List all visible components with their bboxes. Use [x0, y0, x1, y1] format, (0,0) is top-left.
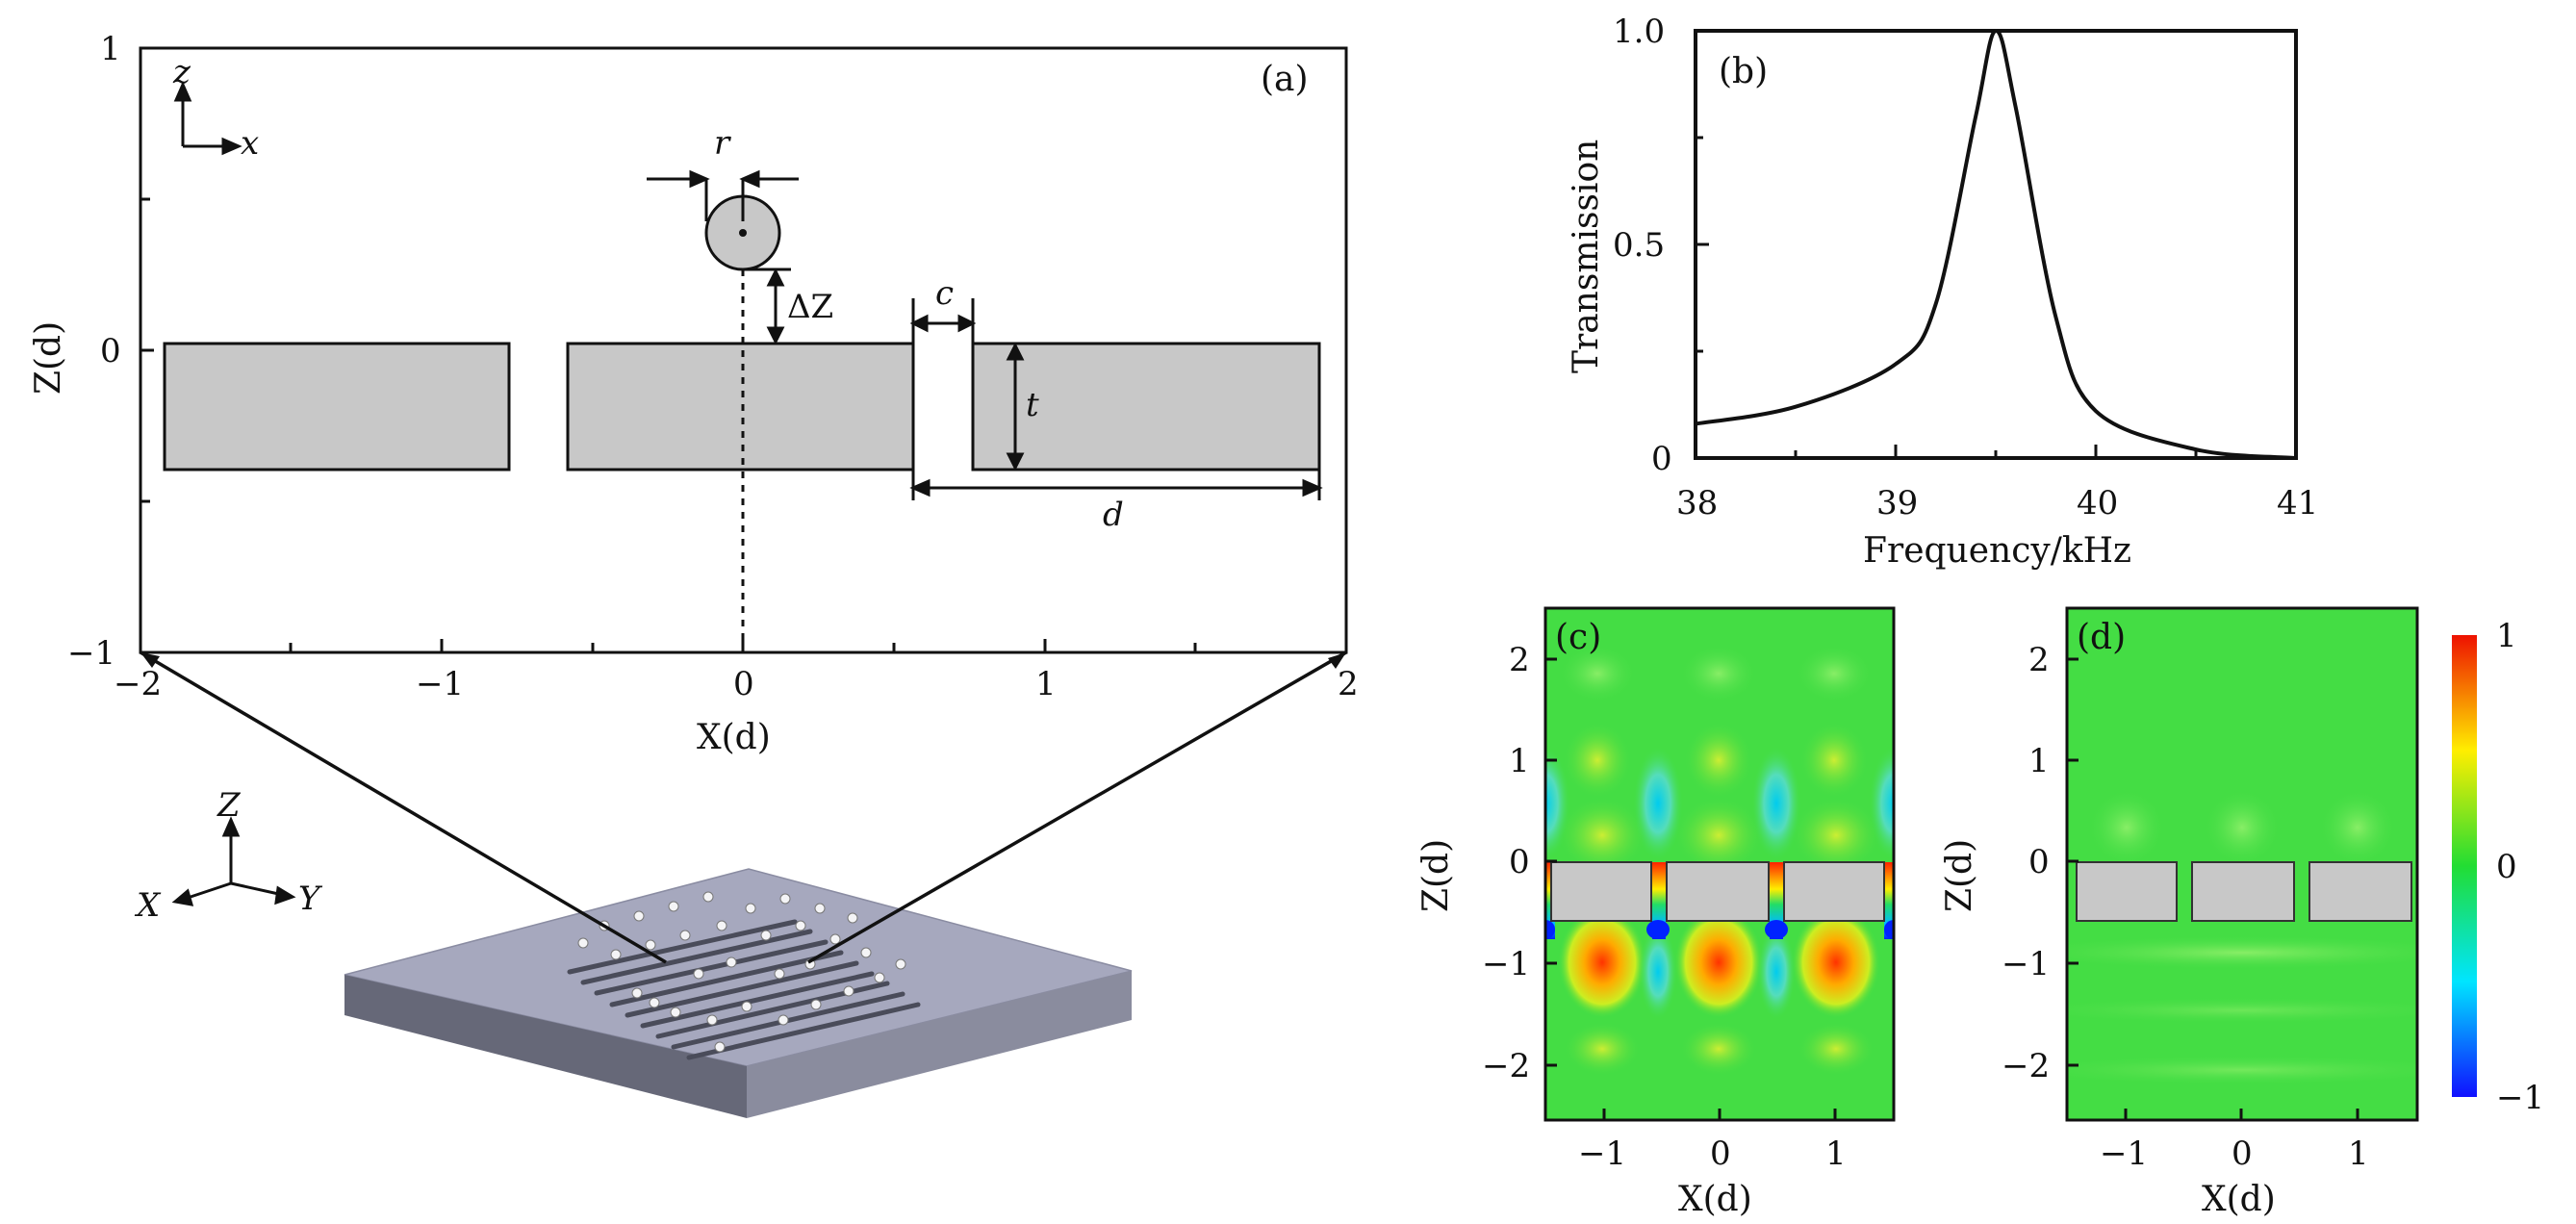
colorbar-min-label: −1 [2496, 1079, 2544, 1117]
panel-d: (d) 2 1 0 −1 −2 −1 0 1 X(d) Z(d) [1940, 606, 2419, 1219]
colorbar: 1 0 −1 [2452, 617, 2544, 1117]
panel-b-ytick-05: 0.5 [1613, 226, 1665, 265]
panel-b-frame [1694, 29, 2298, 460]
panel-c-xlabel: X(d) [1678, 1180, 1752, 1219]
slot-array [567, 919, 921, 1060]
colorbar-gradient [2452, 635, 2477, 1097]
panel-c-ylabel: Z(d) [1416, 839, 1456, 912]
panel-d-xtick-minus1: −1 [2100, 1135, 2148, 1173]
panel-b-x-ticks [1694, 445, 2298, 458]
panel-a: (a) 1 0 −1 −2 −1 0 1 2 X(d) Z(d) [29, 30, 1359, 757]
panel-c-ytick-1: 1 [1509, 742, 1530, 780]
panel-d-ytick-1: 1 [2028, 742, 2050, 780]
zoom-lines [140, 650, 1347, 964]
panel-c-tag: (c) [1555, 618, 1601, 657]
panel-a-x-ticks [139, 639, 1197, 652]
slab-front-right [747, 971, 1132, 1118]
panel-d-field [2067, 608, 2417, 1120]
panel-a-y-ticks [140, 46, 154, 654]
panel-b-ylabel: Transmission [1567, 140, 1606, 373]
panel-b-xtick-39: 39 [1876, 484, 1918, 523]
panel-c-plate-1 [1550, 861, 1652, 922]
panel-a-xtick-2: 2 [1338, 665, 1359, 703]
panel-a-tag: (a) [1261, 60, 1309, 99]
panel-d-ticks [2067, 657, 2359, 1120]
perspective-axis-Y: Y [298, 880, 323, 918]
panel-b-ytick-0: 0 [1651, 440, 1672, 478]
dim-c-marker [909, 298, 977, 344]
perspective-axis-Z: Z [217, 786, 242, 825]
panel-a-xlabel: X(d) [697, 718, 771, 757]
local-axis-z-label: z [172, 53, 191, 91]
plate-right [971, 342, 1321, 472]
panel-c-xtick-minus1: −1 [1578, 1135, 1626, 1173]
local-axis-indicator [173, 81, 242, 156]
panel-c-xtick-0: 0 [1710, 1135, 1731, 1173]
panel-c-ytick-minus2: −2 [1482, 1047, 1530, 1085]
slab-front-left [344, 975, 747, 1118]
zoom-arrow-right [1328, 652, 1346, 669]
panel-c-ytick-2: 2 [1509, 641, 1530, 679]
panel-c-plate-3 [1783, 861, 1885, 922]
panel-a-xtick-minus2: −2 [114, 665, 162, 703]
panel-a-xtick-1: 1 [1035, 665, 1057, 703]
panel-d-xlabel: X(d) [2202, 1180, 2276, 1219]
panel-a-ytick-1: 1 [100, 30, 121, 68]
panel-d-xtick-1: 1 [2348, 1135, 2369, 1173]
panel-c-xtick-1: 1 [1825, 1135, 1847, 1173]
plate-middle [566, 342, 915, 472]
dim-r-marker [647, 169, 799, 221]
dim-c-label: c [935, 274, 954, 313]
dim-d-marker [909, 470, 1323, 500]
panel-d-ytick-0: 0 [2028, 843, 2050, 881]
panel-d-ytick-minus2: −2 [2002, 1047, 2050, 1085]
local-axis-x-label: x [241, 124, 259, 163]
panel-d-xtick-0: 0 [2232, 1135, 2253, 1173]
rod-center [739, 229, 747, 237]
panel-a-xtick-minus1: −1 [416, 665, 464, 703]
colorbar-max-label: 1 [2496, 617, 2517, 655]
perspective-axes [171, 816, 296, 906]
perspective-axis-X: X [134, 886, 162, 925]
panel-a-ylabel: Z(d) [29, 321, 68, 395]
panel-a-xtick-0: 0 [733, 665, 754, 703]
panel-c-plate-2 [1666, 861, 1770, 922]
plate-left [163, 342, 511, 472]
panel-d-plate-3 [2308, 861, 2412, 922]
dim-dz-marker [743, 268, 791, 345]
panel-c-ticks [1545, 657, 1837, 1120]
panel-b: (b) 1.0 0.5 0 38 39 40 41 Frequency/kHz … [1567, 13, 2318, 571]
panel-d-ytick-2: 2 [2028, 641, 2050, 679]
colorbar-mid-label: 0 [2496, 848, 2517, 886]
panel-b-xtick-40: 40 [2077, 484, 2118, 523]
transmission-curve [1695, 29, 2297, 460]
panel-c-field [1545, 608, 1894, 1120]
panel-b-tag: (b) [1719, 52, 1768, 91]
panel-b-xtick-38: 38 [1676, 484, 1718, 523]
dim-t-marker [1006, 342, 1025, 472]
perspective-view: Z X Y [134, 650, 1347, 1118]
panel-c: (c) 2 1 0 −1 −2 −1 0 1 X(d) Z(d) [1416, 606, 1896, 1219]
dim-t-label: t [1026, 386, 1039, 424]
panel-a-ytick-0: 0 [100, 332, 121, 370]
panel-d-tag: (d) [2077, 618, 2126, 657]
zoom-arrow-left [140, 652, 160, 668]
panel-c-ytick-minus1: −1 [1482, 945, 1530, 983]
panel-c-ytick-0: 0 [1509, 843, 1530, 881]
panel-d-plate-1 [2076, 861, 2178, 922]
panel-d-plate-2 [2191, 861, 2295, 922]
panel-d-ytick-minus1: −1 [2002, 945, 2050, 983]
panel-b-ytick-1: 1.0 [1613, 13, 1665, 51]
dim-d-label: d [1103, 496, 1124, 534]
panel-b-xlabel: Frequency/kHz [1863, 531, 2131, 571]
panel-b-xtick-41: 41 [2277, 484, 2318, 523]
dim-r-label: r [714, 124, 731, 163]
panel-a-ytick-minus1: −1 [67, 634, 115, 673]
panel-d-ylabel: Z(d) [1940, 839, 1979, 912]
panel-b-y-ticks [1696, 29, 1709, 460]
dim-dz-label: ΔZ [787, 288, 833, 326]
